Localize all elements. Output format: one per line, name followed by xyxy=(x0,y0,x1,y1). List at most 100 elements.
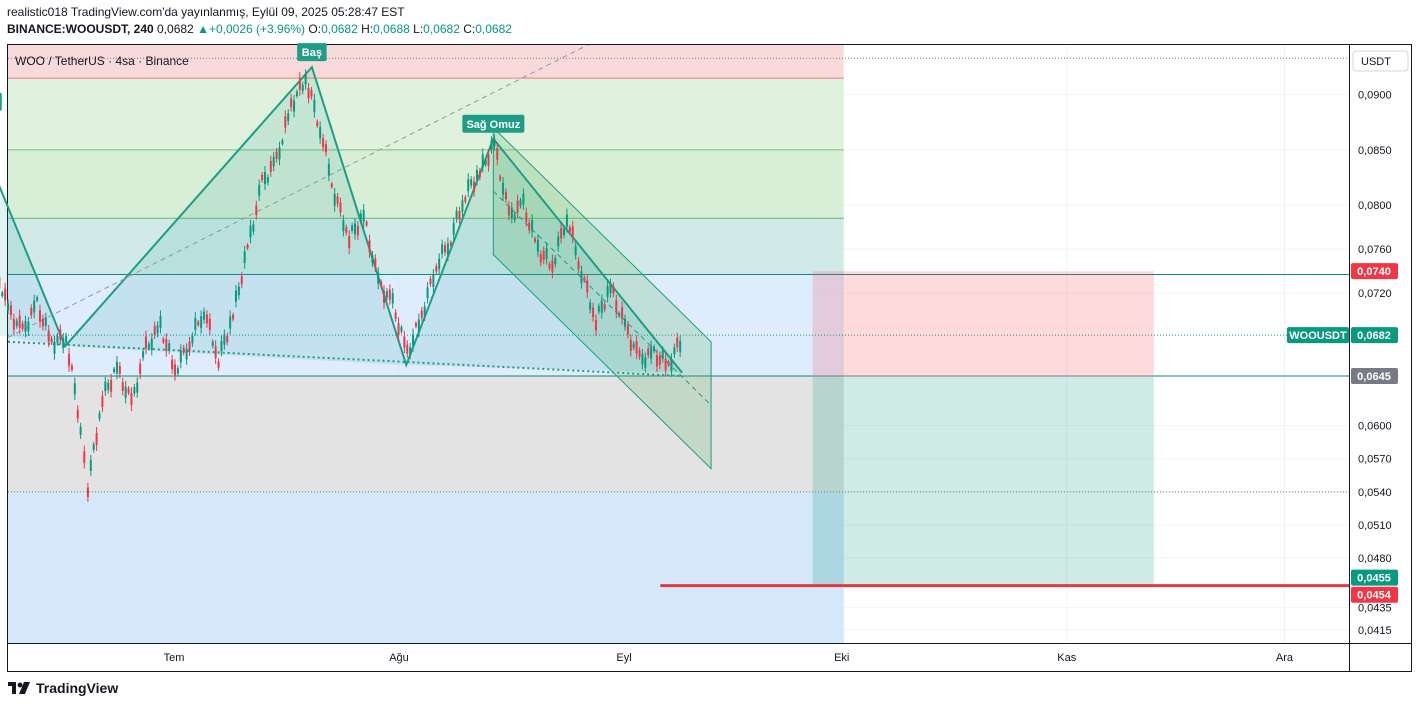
price-zone xyxy=(8,218,844,275)
candle xyxy=(371,254,374,263)
candle xyxy=(95,432,98,445)
candle xyxy=(330,183,333,188)
candle xyxy=(168,343,171,351)
candle xyxy=(307,88,310,99)
symbol-tag: WOOUSDT xyxy=(1287,327,1349,344)
symbol-tag-text: WOOUSDT xyxy=(1289,330,1347,342)
candle xyxy=(243,251,246,264)
candle xyxy=(30,307,33,316)
open-label: O: xyxy=(308,22,322,36)
candle xyxy=(65,336,68,343)
axis-price-badge-bg xyxy=(1351,569,1398,586)
candle xyxy=(24,321,27,332)
chart-title: WOO / TetherUS · 4sa · Binance xyxy=(15,54,189,68)
candle xyxy=(255,205,258,216)
candle xyxy=(115,361,118,374)
candle xyxy=(667,361,670,366)
candle xyxy=(162,338,165,343)
candle xyxy=(124,386,127,398)
candle xyxy=(603,304,606,310)
candle xyxy=(568,227,571,232)
candle xyxy=(12,318,15,330)
candle xyxy=(438,258,441,270)
candle xyxy=(504,192,507,200)
price-zone xyxy=(8,45,844,79)
candle xyxy=(62,338,65,349)
candle xyxy=(153,325,156,335)
candle xyxy=(554,257,557,265)
candle xyxy=(432,275,435,288)
candle xyxy=(612,286,615,294)
tradingview-logo[interactable]: TradingView xyxy=(8,680,118,696)
candle xyxy=(592,307,595,318)
short-position-tool[interactable] xyxy=(660,271,1349,588)
candle xyxy=(4,288,7,301)
candle xyxy=(510,207,513,219)
high-value: 0,0688 xyxy=(373,22,410,36)
pattern-label: Sol Omuz xyxy=(0,92,2,111)
candle xyxy=(650,346,653,359)
candle xyxy=(446,243,449,256)
pattern-labels: Sol Omuz Baş Sağ Omuz xyxy=(0,43,525,133)
candle xyxy=(203,311,206,320)
candle xyxy=(7,303,10,311)
candle xyxy=(473,181,476,192)
candle xyxy=(295,91,298,97)
candle xyxy=(513,214,516,221)
candle xyxy=(27,321,30,332)
candle xyxy=(545,247,548,260)
candle xyxy=(560,228,563,239)
price-zone xyxy=(8,375,844,492)
candle xyxy=(223,334,226,345)
candle xyxy=(322,138,325,148)
candle xyxy=(621,307,624,319)
close-label: C: xyxy=(463,22,476,36)
candle xyxy=(226,335,229,343)
candle xyxy=(144,336,147,349)
candle xyxy=(385,291,388,298)
candle xyxy=(475,170,478,181)
candle xyxy=(232,314,235,320)
candle xyxy=(374,258,377,268)
pattern-label-text: Baş xyxy=(302,47,322,59)
candle xyxy=(394,312,397,319)
candle xyxy=(298,77,301,90)
candle xyxy=(261,174,264,181)
axis-price-badge-bg xyxy=(1351,367,1398,384)
candle xyxy=(293,100,296,112)
candle xyxy=(594,319,597,331)
candle xyxy=(548,264,551,269)
candle xyxy=(136,382,139,393)
candle xyxy=(565,214,568,227)
price-axis[interactable]: 0,0900 0,0850 0,0800 0,0760 0,0720 0,0600 0,05… xyxy=(1358,90,1392,637)
price-tick-label: 0,0435 xyxy=(1358,603,1392,615)
low-label: L: xyxy=(413,22,424,36)
candle xyxy=(356,225,359,236)
candle xyxy=(182,347,185,353)
candle xyxy=(534,238,536,242)
price-tick-label: 0,0720 xyxy=(1358,288,1392,300)
candle xyxy=(36,297,39,301)
time-axis[interactable]: Tem Ağu Eyl Eki Kas Ara xyxy=(164,652,1294,664)
candle xyxy=(197,321,200,326)
time-tick-label: Kas xyxy=(1057,652,1076,664)
candle xyxy=(676,337,679,348)
candle xyxy=(83,451,86,463)
candle xyxy=(638,350,641,357)
candle xyxy=(583,277,586,281)
candle xyxy=(287,113,290,122)
currency-badge[interactable]: USDT xyxy=(1352,50,1409,72)
pattern-label-bg xyxy=(297,43,327,62)
candle xyxy=(127,388,130,393)
candle xyxy=(487,154,490,166)
candle xyxy=(461,200,464,212)
candle xyxy=(107,382,110,390)
high-label: H: xyxy=(361,22,374,36)
price-zone xyxy=(8,78,844,150)
tradingview-icon xyxy=(8,682,30,694)
pattern-label: Baş xyxy=(297,43,327,62)
candle xyxy=(426,287,429,299)
axis-price-badge-bg xyxy=(1351,263,1398,280)
candle xyxy=(618,312,621,317)
